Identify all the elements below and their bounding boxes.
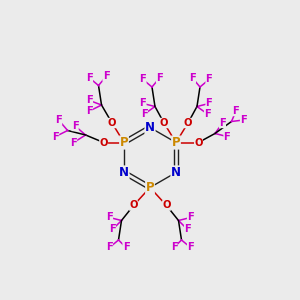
Text: F: F	[140, 74, 146, 85]
Text: O: O	[108, 118, 116, 128]
Text: O: O	[162, 200, 171, 211]
Text: F: F	[187, 212, 194, 223]
Text: F: F	[86, 95, 93, 106]
Text: N: N	[119, 166, 129, 179]
Text: O: O	[129, 200, 138, 211]
Text: P: P	[120, 136, 128, 149]
Text: P: P	[146, 181, 154, 194]
Text: N: N	[145, 121, 155, 134]
Text: F: F	[106, 242, 113, 253]
Text: F: F	[52, 131, 59, 142]
Text: F: F	[70, 137, 77, 148]
Text: F: F	[232, 106, 239, 116]
Text: F: F	[106, 212, 113, 223]
Text: F: F	[156, 73, 163, 83]
Text: F: F	[86, 73, 93, 83]
Text: F: F	[171, 242, 177, 253]
Text: F: F	[206, 74, 212, 85]
Text: F: F	[224, 131, 230, 142]
Text: F: F	[86, 106, 93, 116]
Text: F: F	[55, 115, 62, 125]
Text: F: F	[141, 109, 148, 119]
Text: P: P	[172, 136, 180, 149]
Text: F: F	[219, 118, 226, 128]
Text: F: F	[204, 109, 211, 119]
Text: F: F	[187, 242, 194, 253]
Text: F: F	[72, 121, 79, 131]
Text: O: O	[194, 137, 203, 148]
Text: N: N	[171, 166, 181, 179]
Text: F: F	[103, 71, 110, 82]
Text: O: O	[184, 118, 192, 128]
Text: F: F	[240, 115, 247, 125]
Text: O: O	[99, 137, 108, 148]
Text: F: F	[140, 98, 146, 109]
Text: F: F	[189, 73, 196, 83]
Text: F: F	[184, 224, 191, 235]
Text: F: F	[109, 224, 116, 235]
Text: F: F	[206, 98, 212, 109]
Text: O: O	[160, 118, 168, 128]
Text: F: F	[123, 242, 129, 253]
